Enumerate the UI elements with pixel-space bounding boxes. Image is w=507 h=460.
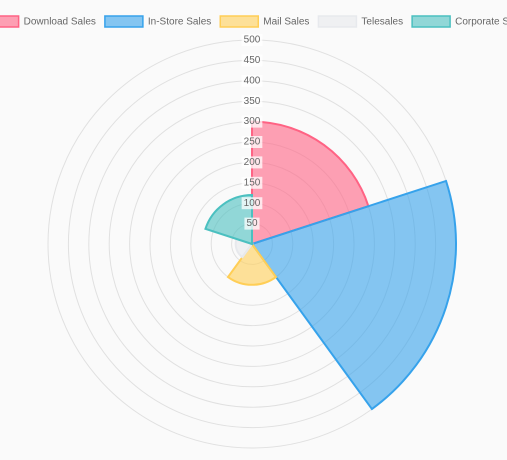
- tick-backdrop: [241, 197, 263, 210]
- legend-label: Download Sales: [24, 17, 96, 28]
- tick-backdrop: [241, 34, 263, 46]
- r-tick-label: 50: [246, 218, 258, 229]
- legend-label: In-Store Sales: [148, 17, 211, 28]
- wedge: [250, 179, 457, 411]
- r-tick-label: 500: [244, 35, 261, 46]
- tick-backdrop: [241, 54, 263, 67]
- legend-swatch: [104, 15, 144, 28]
- legend-swatch: [317, 15, 358, 28]
- r-tick-label: 450: [244, 55, 261, 66]
- r-tick-label: 150: [244, 177, 261, 188]
- legend-label: Mail Sales: [263, 17, 309, 28]
- wedge: [251, 120, 370, 246]
- tick-backdrop: [241, 156, 263, 169]
- wedge: [226, 242, 278, 286]
- wedge: [204, 194, 253, 246]
- r-tick-label: 400: [244, 75, 261, 86]
- legend-label: Telesales: [361, 17, 403, 28]
- r-tick-label: 350: [244, 96, 261, 107]
- legend-swatch: [0, 15, 20, 28]
- r-tick-label: 300: [244, 116, 261, 127]
- tick-backdrop: [241, 176, 263, 189]
- legend-label: Corporate Sales: [455, 17, 507, 28]
- tick-backdrop: [244, 217, 260, 230]
- tick-backdrop: [241, 95, 263, 108]
- legend-swatch: [411, 15, 451, 28]
- tick-backdrop: [241, 74, 263, 87]
- tick-backdrop: [241, 115, 263, 128]
- legend-swatch: [219, 15, 260, 28]
- r-tick-label: 100: [244, 198, 261, 209]
- r-tick-label: 250: [244, 137, 261, 148]
- tick-backdrop: [241, 136, 263, 148]
- r-tick-label: 200: [244, 157, 261, 168]
